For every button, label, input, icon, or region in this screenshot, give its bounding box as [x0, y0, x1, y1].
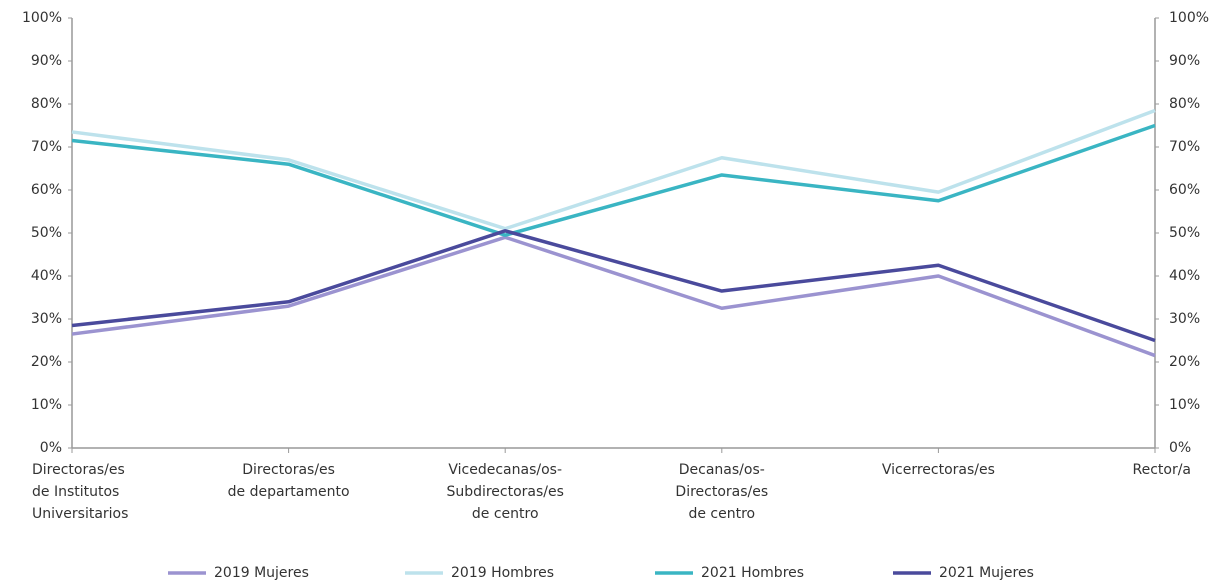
x-tick-label: Rector/a: [1132, 462, 1191, 478]
y2-tick-label: 40%: [1169, 268, 1200, 284]
y2-tick-label: 100%: [1169, 10, 1209, 26]
y2-tick-label: 0%: [1169, 440, 1191, 456]
x-tick-label: Vicedecanas/os-Subdirectoras/es de centro: [446, 462, 564, 522]
legend-label: 2021 Hombres: [701, 565, 804, 581]
y2-tick-label: 50%: [1169, 225, 1200, 241]
y2-tick-label: 20%: [1169, 354, 1200, 370]
y-tick-label: 80%: [31, 96, 62, 112]
legend-label: 2021 Mujeres: [939, 565, 1034, 581]
y-tick-label: 0%: [40, 440, 62, 456]
x-tick-label: Decanas/os-Directoras/es de centro: [675, 462, 768, 522]
y2-tick-label: 60%: [1169, 182, 1200, 198]
y-tick-label: 70%: [31, 139, 62, 155]
y2-tick-label: 70%: [1169, 139, 1200, 155]
y-tick-label: 10%: [31, 397, 62, 413]
y-tick-label: 100%: [22, 10, 62, 26]
y2-tick-label: 30%: [1169, 311, 1200, 327]
y-tick-label: 30%: [31, 311, 62, 327]
legend-label: 2019 Mujeres: [214, 565, 309, 581]
x-tick-label: Directoras/es de Institutos Universitarios: [32, 462, 128, 522]
series-line: [71, 123, 1156, 237]
y2-tick-label: 10%: [1169, 397, 1200, 413]
y-tick-label: 60%: [31, 182, 62, 198]
series-line: [71, 235, 1156, 358]
series-line: [71, 229, 1156, 343]
series-line: [71, 108, 1156, 231]
y-tick-label: 50%: [31, 225, 62, 241]
x-tick-label: Directoras/es de departamento: [228, 462, 350, 500]
y-tick-label: 20%: [31, 354, 62, 370]
y2-tick-label: 90%: [1169, 53, 1200, 69]
y2-tick-label: 80%: [1169, 96, 1200, 112]
x-tick-label: Vicerrectoras/es: [882, 462, 995, 478]
legend-label: 2019 Hombres: [451, 565, 554, 581]
y-tick-label: 90%: [31, 53, 62, 69]
y-tick-label: 40%: [31, 268, 62, 284]
